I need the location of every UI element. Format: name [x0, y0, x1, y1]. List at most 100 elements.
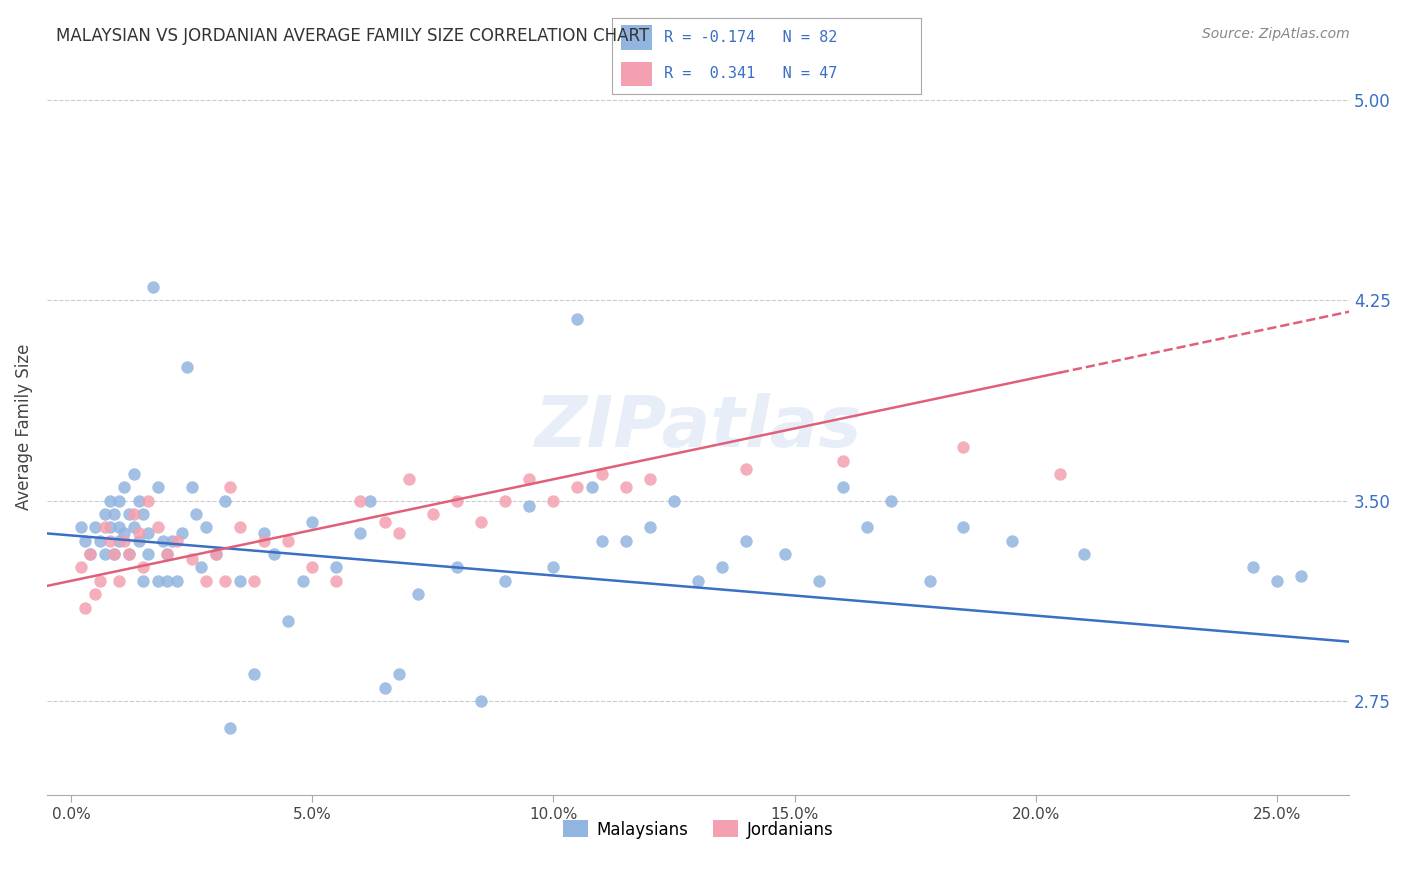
Point: [108, 520, 131, 534]
Point: [122, 520, 145, 534]
Point: [103, 547, 125, 561]
Point: [89, 533, 111, 548]
Point: [69, 520, 91, 534]
Point: [229, 520, 252, 534]
Point: [277, 614, 299, 628]
Legend: Malaysians, Jordanians: Malaysians, Jordanians: [557, 814, 839, 846]
Point: [108, 574, 131, 588]
Point: [94, 507, 117, 521]
Point: [156, 547, 179, 561]
Point: [195, 574, 218, 588]
Point: [735, 533, 758, 548]
Point: [128, 493, 150, 508]
Point: [79, 547, 101, 561]
Point: [103, 507, 125, 521]
Point: [567, 480, 589, 494]
Point: [122, 467, 145, 481]
Point: [166, 574, 188, 588]
Point: [75, 533, 97, 548]
Text: Source: ZipAtlas.com: Source: ZipAtlas.com: [1202, 27, 1350, 41]
Point: [614, 480, 637, 494]
Point: [831, 453, 853, 467]
Point: [142, 280, 165, 294]
Text: R =  0.341   N = 47: R = 0.341 N = 47: [664, 66, 838, 81]
Point: [807, 574, 830, 588]
Point: [146, 574, 169, 588]
Bar: [621, 26, 652, 50]
Point: [1289, 568, 1312, 582]
Point: [79, 547, 101, 561]
Point: [98, 533, 121, 548]
Point: [156, 547, 179, 561]
Point: [170, 525, 193, 540]
Point: [128, 533, 150, 548]
Point: [662, 493, 685, 508]
Point: [103, 547, 125, 561]
Point: [856, 520, 879, 534]
Point: [84, 587, 107, 601]
Point: [132, 574, 155, 588]
Point: [180, 552, 202, 566]
Text: MALAYSIAN VS JORDANIAN AVERAGE FAMILY SIZE CORRELATION CHART: MALAYSIAN VS JORDANIAN AVERAGE FAMILY SI…: [56, 27, 650, 45]
Point: [446, 493, 468, 508]
Point: [1241, 560, 1264, 574]
Point: [94, 547, 117, 561]
Point: [1000, 533, 1022, 548]
Point: [243, 574, 266, 588]
Point: [952, 520, 974, 534]
Point: [112, 480, 135, 494]
Point: [122, 507, 145, 521]
Point: [952, 440, 974, 454]
Point: [567, 312, 589, 326]
Point: [89, 574, 111, 588]
Point: [108, 533, 131, 548]
Point: [422, 507, 444, 521]
Point: [301, 515, 323, 529]
Point: [1049, 467, 1071, 481]
Bar: [621, 62, 652, 87]
Point: [219, 721, 242, 735]
Point: [118, 507, 141, 521]
Point: [581, 480, 603, 494]
Point: [186, 507, 208, 521]
Point: [136, 547, 159, 561]
Point: [591, 467, 613, 481]
Point: [118, 547, 141, 561]
Point: [918, 574, 941, 588]
Point: [880, 493, 903, 508]
Point: [614, 533, 637, 548]
Point: [146, 520, 169, 534]
Point: [162, 533, 184, 548]
Point: [831, 480, 853, 494]
Point: [132, 560, 155, 574]
Point: [98, 520, 121, 534]
Point: [374, 515, 396, 529]
Point: [108, 493, 131, 508]
Point: [243, 667, 266, 681]
Point: [301, 560, 323, 574]
Point: [253, 525, 276, 540]
Point: [190, 560, 212, 574]
Point: [180, 480, 202, 494]
Point: [84, 520, 107, 534]
Point: [470, 515, 492, 529]
Y-axis label: Average Family Size: Average Family Size: [15, 344, 32, 510]
Point: [517, 499, 540, 513]
Point: [446, 560, 468, 574]
Point: [132, 507, 155, 521]
Point: [388, 667, 411, 681]
Point: [75, 600, 97, 615]
Point: [214, 574, 236, 588]
Point: [517, 472, 540, 486]
Point: [591, 533, 613, 548]
Point: [195, 520, 218, 534]
Point: [408, 587, 430, 601]
Point: [735, 461, 758, 475]
Point: [773, 547, 796, 561]
Point: [470, 694, 492, 708]
Point: [253, 533, 276, 548]
Point: [263, 547, 285, 561]
Point: [136, 525, 159, 540]
Point: [638, 472, 661, 486]
Point: [94, 520, 117, 534]
